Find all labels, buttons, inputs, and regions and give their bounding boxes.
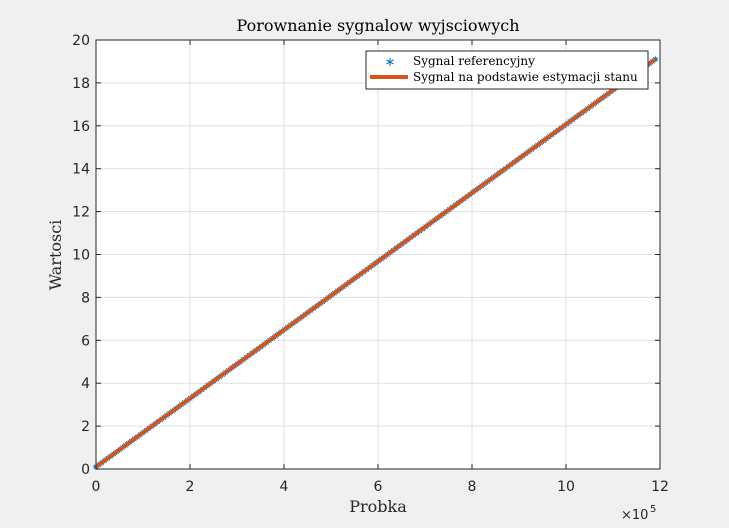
- legend-label-reference: Sygnal referencyjny: [413, 54, 535, 68]
- y-tick-label: 12: [72, 205, 90, 221]
- y-tick-label: 10: [72, 248, 90, 264]
- y-tick-label: 16: [72, 119, 90, 135]
- legend: ∗ Sygnal referencyjny Sygnal na podstawi…: [365, 50, 649, 90]
- series-layer: [93, 56, 659, 470]
- x-axis-label: Probka: [349, 497, 407, 516]
- legend-box: [365, 50, 649, 90]
- y-tick-label: 4: [81, 376, 90, 392]
- x-tick-label: 2: [186, 479, 195, 495]
- x-exponent-base: ×10: [621, 508, 648, 523]
- x-exponent: ×10 5: [621, 504, 656, 523]
- x-tick-label: 4: [280, 479, 289, 495]
- y-tick-label: 18: [72, 76, 90, 92]
- y-tick-label: 6: [81, 333, 90, 349]
- y-tick-label: 14: [72, 162, 90, 178]
- y-axis-label: Wartosci: [46, 220, 65, 291]
- x-tick-label: 8: [468, 479, 477, 495]
- y-tick-label: 0: [81, 462, 90, 478]
- legend-label-estimated: Sygnal na podstawie estymacji stanu: [413, 70, 638, 84]
- y-tick-label: 2: [81, 419, 90, 435]
- series-estimated-line: [94, 57, 657, 469]
- y-tick-label: 8: [81, 290, 90, 306]
- x-tick-label: 10: [557, 479, 575, 495]
- ticks: 0 2 4 6 8 10 12 0 2 4 6 8 10 12 14 16 18 20: [72, 33, 669, 495]
- y-tick-label: 20: [72, 33, 90, 49]
- x-exponent-power: 5: [650, 504, 656, 515]
- x-tick-label: 12: [651, 479, 669, 495]
- x-tick-label: 0: [92, 479, 101, 495]
- x-tick-label: 6: [374, 479, 383, 495]
- legend-marker-reference: ∗: [385, 55, 396, 70]
- chart-title: Porownanie sygnalow wyjsciowych: [236, 16, 519, 35]
